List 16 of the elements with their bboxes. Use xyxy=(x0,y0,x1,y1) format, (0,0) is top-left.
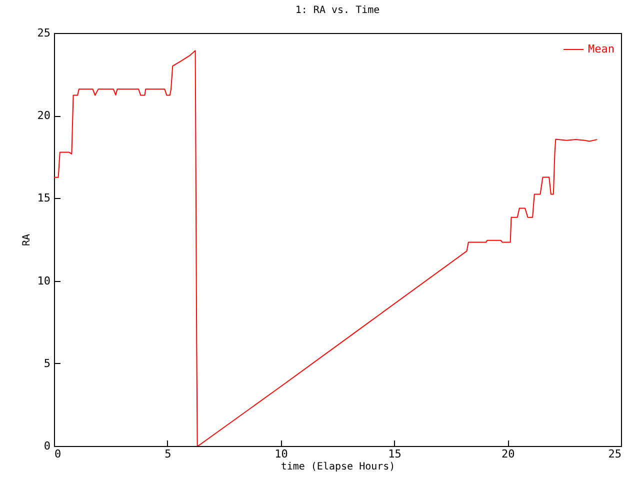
x-tick-label: 20 xyxy=(501,448,515,460)
x-tick-label: 25 xyxy=(608,448,622,460)
x-tick-label: 5 xyxy=(164,448,172,460)
x-axis-title: time (Elapse Hours) xyxy=(280,462,396,472)
legend-label: Mean xyxy=(588,42,614,56)
y-tick-label: 20 xyxy=(37,109,50,122)
y-tick-label: 10 xyxy=(37,274,50,288)
x-tick-label: 15 xyxy=(388,448,402,460)
chart-title: 1: RA vs. Time xyxy=(295,5,380,16)
y-axis-title: RA xyxy=(21,234,32,246)
x-tick-label: 0 xyxy=(54,448,62,460)
y-tick-label: 0 xyxy=(44,440,50,452)
y-tick-label: 5 xyxy=(44,356,50,370)
y-tick-label: 15 xyxy=(37,192,50,205)
y-tick-label: 25 xyxy=(37,26,50,40)
x-tick-label: 10 xyxy=(274,448,288,460)
